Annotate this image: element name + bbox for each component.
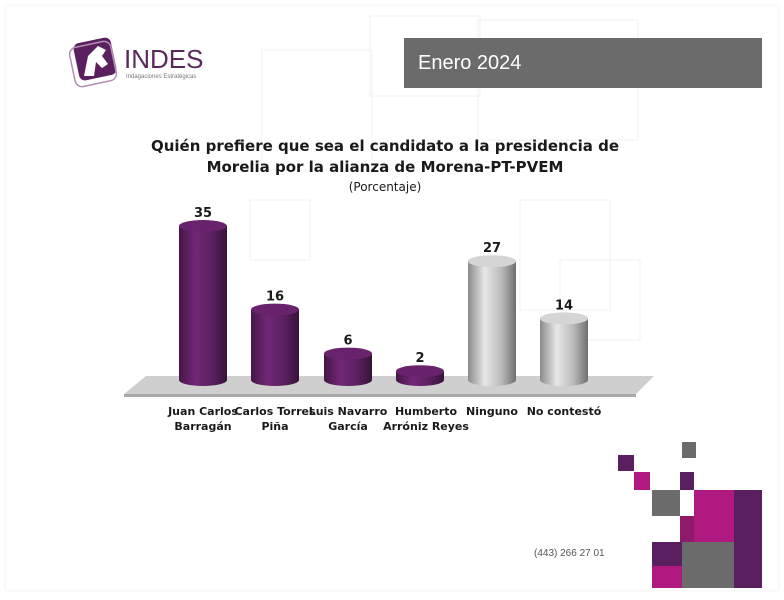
brand-logo: INDES Indagaciones Estratégicas [68, 34, 208, 90]
bar-2 [324, 353, 372, 386]
data-label-0: 35 [194, 206, 212, 221]
category-label-3: Humberto Arróniz Reyes [376, 404, 476, 434]
deco-square [618, 455, 634, 471]
bar-cap-3 [396, 365, 444, 378]
category-label-1: Carlos Torres Piña [225, 404, 325, 434]
brand-name: INDES [124, 44, 204, 74]
slide-frame [6, 6, 778, 590]
data-label-4: 27 [483, 241, 501, 256]
deco-square [734, 542, 762, 588]
phone-number: (443) 266 27 01 [534, 548, 605, 559]
category-label-0: Juan Carlos Barragán [153, 404, 253, 434]
bar-cap-0 [179, 220, 227, 232]
deco-square [652, 490, 680, 516]
data-label-2: 6 [343, 334, 352, 349]
category-label-line: García [328, 420, 368, 433]
chart-title-line2: Morelia por la alianza de Morena-PT-PVEM [206, 158, 564, 176]
date-banner: Enero 2024 [404, 38, 762, 88]
bar-cap-4 [468, 255, 516, 268]
bar-1 [251, 309, 299, 386]
horse-head-logo-icon [68, 37, 118, 88]
brand-tagline: Indagaciones Estratégicas [126, 74, 197, 80]
deco-square [652, 566, 682, 588]
bar-cap-1 [251, 303, 299, 316]
deco-square [682, 442, 696, 458]
category-label-line: No contestó [526, 405, 602, 418]
deco-square [680, 472, 694, 490]
category-label-2: Luis Navarro García [298, 404, 398, 434]
category-label-line: Barragán [174, 420, 232, 433]
category-label-line: Piña [261, 420, 289, 433]
deco-square [634, 472, 650, 490]
chart-floor-edge [124, 394, 636, 397]
deco-square [680, 516, 694, 542]
data-label-5: 14 [555, 298, 573, 313]
chart-title: Quién prefiere que sea el candidato a la… [140, 136, 630, 178]
bar-cap-2 [324, 347, 372, 360]
category-label-line: Juan Carlos [168, 405, 238, 418]
deco-square [682, 542, 734, 588]
bar-0 [179, 226, 227, 386]
category-label-line: Ninguno [466, 405, 518, 418]
category-label-line: Carlos Torres [234, 405, 316, 418]
deco-square [694, 490, 734, 542]
chart-title-line1: Quién prefiere que sea el candidato a la… [150, 137, 620, 155]
deco-square [652, 542, 682, 566]
bar-cap-5 [540, 312, 588, 325]
chart-subtitle: (Porcentaje) [348, 180, 422, 194]
data-label-1: 16 [266, 290, 284, 305]
category-label-line: Humberto [394, 405, 458, 418]
category-label-line: Luis Navarro [308, 405, 388, 418]
category-label-4: Ninguno [442, 404, 542, 419]
category-label-line: Arróniz Reyes [383, 420, 469, 433]
bar-5 [540, 318, 588, 386]
deco-square [734, 490, 762, 542]
data-label-3: 2 [415, 351, 424, 366]
category-label-5: No contestó [514, 404, 614, 419]
bar-4 [468, 261, 516, 386]
